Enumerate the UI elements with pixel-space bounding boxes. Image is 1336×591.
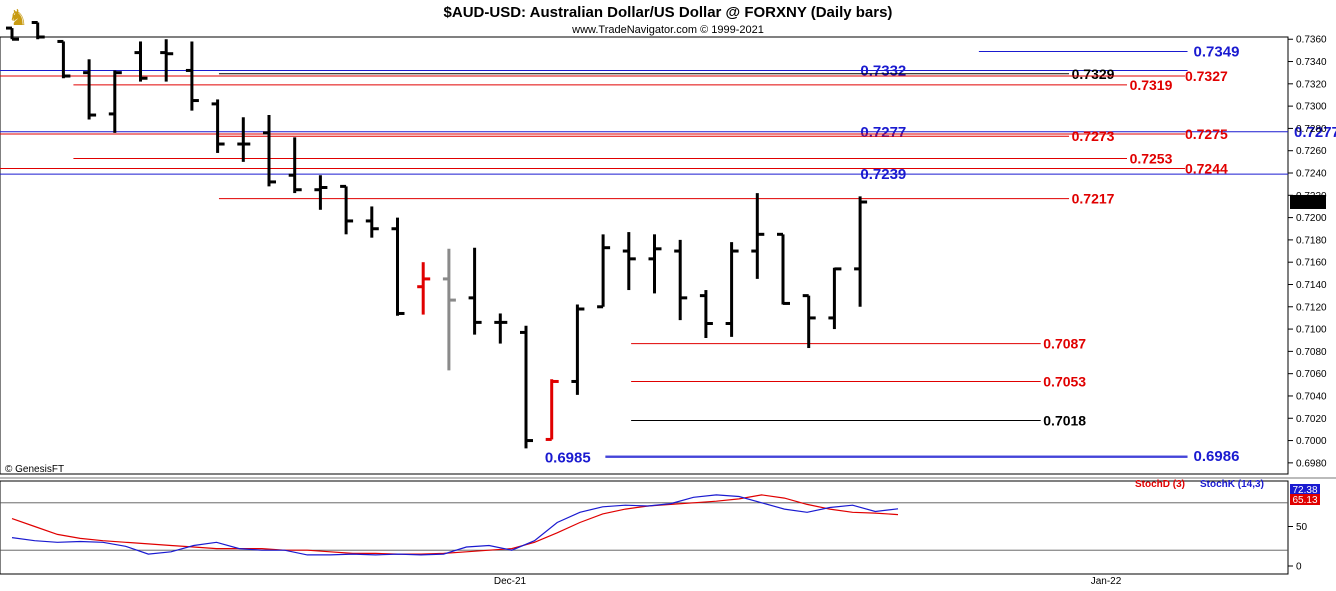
y-tick-label: 0.7320	[1296, 79, 1327, 90]
price-bar	[828, 267, 842, 330]
credit-text: © GenesisFT	[5, 464, 64, 475]
y-tick-label: 0.7280	[1296, 124, 1327, 135]
y-tick-label: 0.7080	[1296, 347, 1327, 358]
price-bar	[365, 206, 379, 238]
stoch-y-tick-label: 0	[1296, 562, 1302, 573]
stoch-k-marker	[1290, 484, 1320, 495]
y-tick-label: 0.7360	[1296, 35, 1327, 46]
price-bar	[674, 239, 688, 321]
price-bars	[6, 21, 868, 449]
price-bar	[83, 59, 97, 120]
price-bar	[622, 232, 636, 291]
stoch-y-tick-label: 50	[1296, 522, 1308, 533]
level-label: 0.7319	[1130, 77, 1173, 93]
stoch-d-marker	[1290, 494, 1320, 505]
y-tick-label: 0.7260	[1296, 146, 1327, 157]
y-tick-label: 0.7340	[1296, 57, 1327, 68]
price-bar	[468, 247, 482, 335]
last-price-label: 0.7214	[1293, 198, 1324, 209]
price-bar	[263, 115, 276, 187]
x-tick-label: Jan-22	[1091, 576, 1122, 587]
trophy-icon: ♞	[8, 6, 28, 31]
level-label: 0.7327	[1185, 68, 1228, 84]
level-label: 0.7244	[1185, 161, 1228, 177]
price-bar	[57, 39, 71, 79]
level-label: 0.7277	[1294, 124, 1336, 141]
level-label: 0.6985	[545, 449, 591, 466]
price-bar	[288, 137, 302, 194]
price-bar	[314, 175, 328, 210]
level-label: 0.7053	[1043, 373, 1086, 389]
price-bar	[31, 21, 45, 40]
stoch-d-label: 65.13	[1292, 495, 1317, 506]
price-bar	[160, 39, 174, 82]
y-tick-label: 0.7000	[1296, 436, 1327, 447]
y-tick-label: 0.7160	[1296, 258, 1327, 269]
price-bar	[211, 99, 225, 153]
level-label: 0.7239	[860, 166, 906, 183]
stochastic-lines	[0, 494, 1288, 556]
y-tick-label: 0.7140	[1296, 280, 1327, 291]
price-bar	[648, 234, 662, 294]
stoch-series-line	[11, 494, 899, 556]
last-price-marker	[1290, 194, 1326, 209]
level-label: 0.7273	[1072, 128, 1115, 144]
legend-stochd: StochD (3)	[1135, 479, 1185, 490]
price-bar	[340, 184, 354, 235]
price-bar	[571, 304, 585, 395]
price-bar	[597, 234, 611, 309]
price-bar	[442, 248, 456, 371]
price-bar	[725, 242, 739, 337]
level-label: 0.7332	[860, 62, 906, 79]
price-bar	[417, 262, 431, 315]
y-tick-label: 0.6980	[1296, 458, 1327, 469]
price-bar	[237, 117, 251, 162]
price-bar	[134, 41, 148, 82]
level-label: 0.6986	[1194, 448, 1240, 465]
level-label: 0.7087	[1043, 336, 1086, 352]
y-tick-label: 0.7040	[1296, 391, 1327, 402]
level-label: 0.7275	[1185, 126, 1228, 142]
price-bar	[6, 26, 19, 41]
price-axis: 0.7360 0.7340 0.7320 0.7300 0.7280 0.7260 0.72…	[1288, 35, 1327, 469]
price-panel	[0, 36, 1289, 475]
price-bar	[185, 41, 199, 111]
y-tick-label: 0.7300	[1296, 102, 1327, 113]
y-tick-label: 0.7180	[1296, 235, 1327, 246]
stochastic-panel	[0, 480, 1289, 575]
x-tick-label: Dec-21	[494, 576, 527, 587]
price-bar	[854, 196, 868, 307]
level-label: 0.7018	[1043, 412, 1086, 428]
level-label: 0.7277	[860, 124, 906, 141]
stoch-k-label: 72.38	[1292, 485, 1317, 496]
price-bar	[108, 70, 122, 133]
price-bar	[545, 379, 559, 441]
chart-title: $AUD-USD: Australian Dollar/US Dollar @ …	[444, 4, 893, 21]
price-bar	[494, 313, 508, 344]
price-bar	[520, 325, 533, 449]
chart-subtitle: www.TradeNavigator.com © 1999-2021	[571, 24, 764, 36]
price-bar	[777, 232, 790, 305]
level-label: 0.7349	[1194, 43, 1240, 60]
y-tick-label: 0.7120	[1296, 302, 1327, 313]
level-label: 0.7217	[1072, 191, 1115, 207]
y-tick-label: 0.7020	[1296, 414, 1327, 425]
y-tick-label: 0.7060	[1296, 369, 1327, 380]
stoch-series-line	[11, 494, 899, 555]
price-bar	[802, 294, 816, 349]
price-bar	[751, 193, 765, 279]
y-tick-label: 0.7100	[1296, 325, 1327, 336]
y-tick-label: 0.7240	[1296, 169, 1327, 180]
price-bar	[699, 290, 713, 338]
y-tick-label: 0.7200	[1296, 213, 1327, 224]
price-bar	[391, 217, 405, 316]
level-label: 0.7253	[1130, 151, 1173, 167]
legend-stochk: StochK (14,3)	[1200, 479, 1264, 490]
level-label: 0.7329	[1072, 66, 1115, 82]
